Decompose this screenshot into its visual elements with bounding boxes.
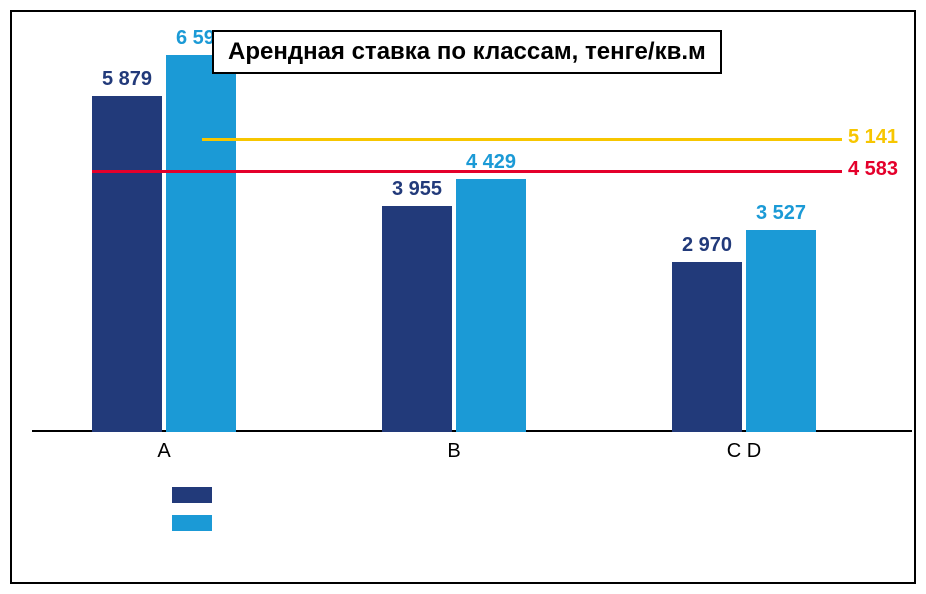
x-axis-label: B — [374, 440, 534, 463]
bar-value-label: 3 955 — [382, 178, 452, 201]
reference-line-label: 4 583 — [848, 158, 898, 181]
bar-group: 2 9703 527 — [672, 230, 816, 432]
legend-swatch — [172, 487, 212, 503]
reference-line-label: 5 141 — [848, 126, 898, 149]
chart-title: Арендная ставка по классам, тенге/кв.м — [212, 30, 722, 74]
x-axis-label: C D — [664, 440, 824, 463]
bar: 3 527 — [746, 230, 816, 432]
chart-frame: Арендная ставка по классам, тенге/кв.м 5… — [10, 10, 916, 584]
bar-group: 3 9554 429 — [382, 179, 526, 432]
bar-group: 5 8796 594 — [92, 55, 236, 432]
plot-area: 5 8796 5943 9554 4292 9703 527 5 1414 58… — [52, 32, 892, 432]
bar: 2 970 — [672, 262, 742, 432]
bar-value-label: 5 879 — [92, 68, 162, 91]
reference-line — [92, 170, 842, 173]
bar: 4 429 — [456, 179, 526, 432]
bar-value-label: 3 527 — [746, 202, 816, 225]
bar: 3 955 — [382, 206, 452, 432]
legend — [172, 487, 222, 543]
legend-swatch — [172, 515, 212, 531]
reference-line — [202, 138, 842, 141]
bar-value-label: 2 970 — [672, 234, 742, 257]
bar: 6 594 — [166, 55, 236, 432]
x-axis-label: A — [84, 440, 244, 463]
legend-item — [172, 515, 222, 531]
legend-item — [172, 487, 222, 503]
bar: 5 879 — [92, 96, 162, 432]
